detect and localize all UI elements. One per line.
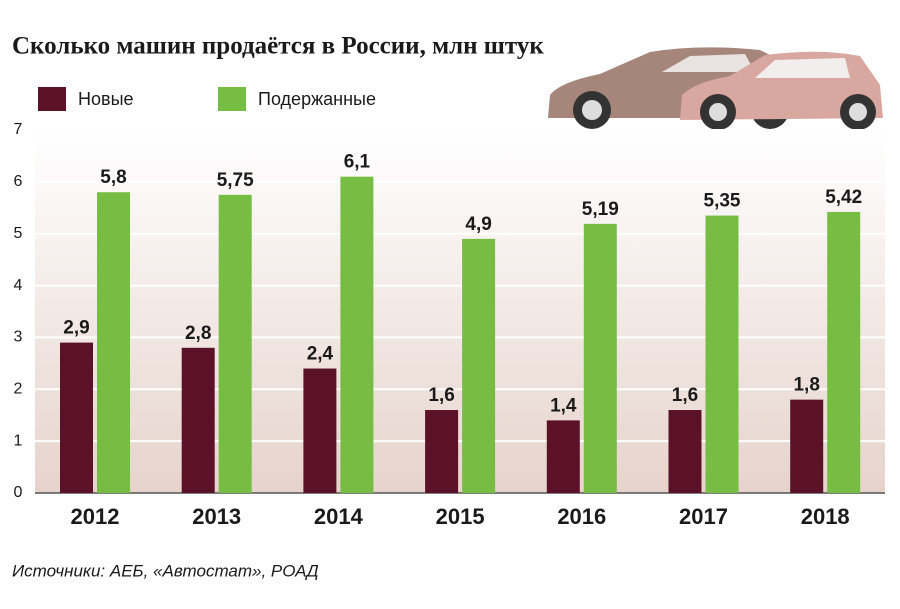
y-tick-label: 4 [14,277,23,294]
chart-title: Сколько машин продаётся в России, млн шт… [12,33,544,60]
x-tick-label: 2014 [314,504,364,529]
value-label: 1,4 [550,395,577,416]
x-tick-label: 2012 [71,504,120,529]
bar [790,399,824,493]
y-tick-label: 0 [14,484,23,501]
car-illustration [548,47,883,130]
value-label: 5,42 [825,187,862,208]
bar [546,420,580,493]
x-tick-label: 2013 [192,504,241,529]
bar [340,176,374,493]
value-label: 2,4 [307,344,334,365]
bar [97,192,130,493]
y-tick-label: 6 [14,173,23,190]
bar [60,342,93,493]
legend-label: Новые [78,89,134,109]
y-tick-label: 5 [14,225,23,242]
legend-label: Подержанные [258,89,376,109]
value-label: 5,35 [704,191,741,212]
value-label: 1,6 [672,385,698,406]
legend-swatch [38,87,66,111]
x-tick-label: 2016 [557,504,606,529]
value-label: 1,6 [428,385,454,406]
bar [303,368,337,493]
y-tick-label: 2 [14,381,23,398]
value-label: 5,8 [100,167,126,188]
value-label: 2,8 [185,323,211,344]
bar [583,223,617,493]
x-tick-label: 2015 [436,504,485,529]
bar [425,410,459,493]
value-label: 1,8 [793,375,819,396]
y-tick-label: 3 [14,329,23,346]
bar [668,410,702,493]
value-label: 5,75 [217,170,254,191]
plot-background [35,130,885,493]
value-label: 4,9 [465,214,491,235]
source-note: Источники: АЕБ, «Автостат», РОАД [12,561,319,580]
bar [705,215,739,494]
bar [181,347,215,493]
bar [462,238,496,493]
value-label: 6,1 [344,152,371,173]
x-tick-label: 2017 [679,504,728,529]
value-label: 5,19 [582,199,619,220]
legend-swatch [218,87,246,111]
bar [827,211,861,494]
y-tick-label: 1 [14,432,23,449]
value-label: 2,9 [63,318,89,339]
x-tick-label: 2018 [801,504,850,529]
bar [218,194,252,494]
y-tick-label: 7 [14,121,23,138]
